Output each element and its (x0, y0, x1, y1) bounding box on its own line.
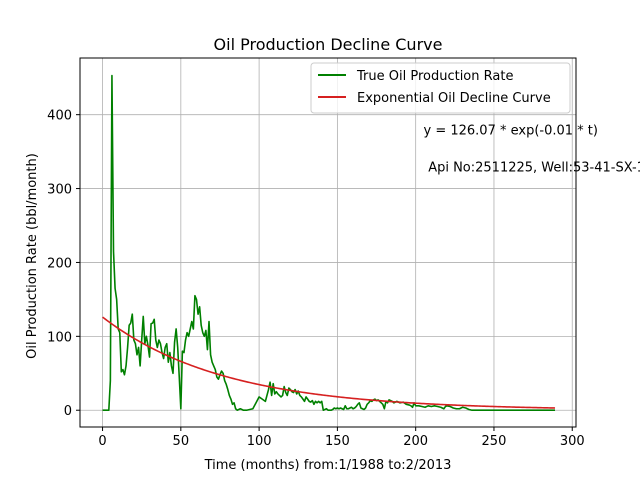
legend-label-exponential-fit: Exponential Oil Decline Curve (357, 91, 551, 106)
legend-box (310, 62, 571, 114)
legend: True Oil Production Rate Exponential Oil… (310, 62, 571, 114)
y-tick-label: 100 (47, 330, 72, 345)
x-tick-label: 250 (482, 434, 507, 449)
y-tick-label: 0 (64, 404, 72, 419)
x-tick-label: 300 (560, 434, 585, 449)
well-id-annotation: Api No:2511225, Well:53-41-SX-10 (428, 161, 640, 176)
axis-ticks: 0 50 100 150 200 250 300 0 100 200 300 400 (47, 109, 584, 449)
grid-lines (80, 58, 576, 427)
annotations: y = 126.07 * exp(-0.01 * t) Api No:25112… (424, 124, 640, 176)
x-tick-label: 150 (325, 434, 350, 449)
y-tick-label: 300 (47, 183, 72, 198)
series-line-exponential-fit (102, 316, 556, 409)
fit-equation-annotation: y = 126.07 * exp(-0.01 * t) (424, 124, 598, 139)
x-axis-label: Time (months) from:1/1988 to:2/2013 (204, 458, 452, 473)
legend-label-true-rate: True Oil Production Rate (356, 69, 513, 84)
x-tick-label: 0 (98, 434, 106, 449)
plot-frame (79, 57, 577, 428)
x-tick-label: 100 (247, 434, 272, 449)
x-tick-label: 50 (173, 434, 190, 449)
x-tick-label: 200 (403, 434, 428, 449)
chart-title: Oil Production Decline Curve (214, 35, 443, 54)
series-lines (102, 74, 556, 412)
y-tick-label: 200 (47, 256, 72, 271)
y-axis-label: Oil Production Rate (bbl/month) (25, 153, 40, 359)
y-tick-label: 400 (47, 109, 72, 124)
